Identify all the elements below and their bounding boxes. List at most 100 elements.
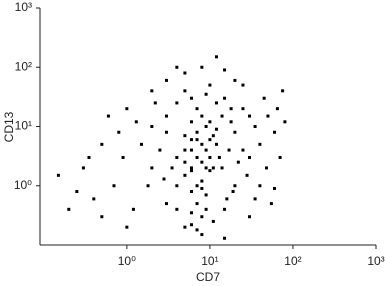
point bbox=[164, 202, 168, 206]
point bbox=[189, 169, 193, 173]
point bbox=[183, 173, 187, 177]
point bbox=[195, 107, 199, 111]
point bbox=[200, 65, 204, 69]
point bbox=[112, 184, 116, 188]
point bbox=[75, 189, 79, 193]
point bbox=[200, 215, 204, 219]
y-tick-label: 10¹ bbox=[15, 119, 32, 133]
point bbox=[195, 228, 199, 232]
point bbox=[253, 197, 257, 201]
point bbox=[258, 142, 262, 146]
point bbox=[208, 138, 212, 142]
point bbox=[248, 215, 252, 219]
point bbox=[266, 114, 270, 118]
point bbox=[134, 120, 138, 124]
point bbox=[264, 166, 268, 170]
point bbox=[229, 120, 233, 124]
point bbox=[175, 184, 179, 188]
point bbox=[164, 130, 168, 134]
point bbox=[175, 207, 179, 211]
point bbox=[183, 160, 187, 164]
point bbox=[195, 130, 199, 134]
point bbox=[245, 173, 249, 177]
point bbox=[223, 96, 227, 100]
point bbox=[214, 101, 218, 105]
point bbox=[183, 225, 187, 229]
point bbox=[283, 120, 287, 124]
point bbox=[278, 155, 282, 159]
y-tick-label: 10² bbox=[15, 59, 32, 73]
point bbox=[258, 184, 262, 188]
point bbox=[150, 125, 154, 128]
point bbox=[195, 138, 199, 142]
point bbox=[220, 166, 224, 170]
point bbox=[170, 166, 174, 170]
point bbox=[229, 107, 233, 111]
point bbox=[189, 166, 193, 170]
point bbox=[231, 189, 235, 193]
point bbox=[225, 197, 229, 201]
point bbox=[200, 160, 204, 164]
point bbox=[183, 89, 187, 93]
point bbox=[204, 166, 208, 170]
point bbox=[150, 166, 154, 170]
point bbox=[241, 148, 245, 152]
point bbox=[189, 96, 193, 100]
point bbox=[211, 134, 215, 138]
point bbox=[248, 155, 252, 159]
point bbox=[189, 138, 193, 142]
point bbox=[153, 101, 157, 105]
x-tick-label: 10³ bbox=[367, 254, 384, 268]
point bbox=[204, 193, 208, 197]
point bbox=[183, 134, 187, 138]
point bbox=[200, 233, 204, 237]
point bbox=[100, 215, 104, 219]
point bbox=[100, 142, 104, 146]
x-tick-label: 10¹ bbox=[201, 254, 218, 268]
point bbox=[204, 207, 208, 211]
point bbox=[208, 83, 212, 87]
y-tick-label: 10³ bbox=[15, 0, 32, 14]
point bbox=[217, 155, 221, 159]
point bbox=[214, 55, 218, 59]
point bbox=[117, 130, 121, 134]
point bbox=[121, 155, 125, 159]
point bbox=[223, 207, 227, 211]
point bbox=[200, 114, 204, 118]
point bbox=[233, 130, 237, 134]
point bbox=[56, 173, 60, 177]
point bbox=[150, 89, 154, 93]
point bbox=[248, 114, 252, 118]
point bbox=[200, 179, 204, 183]
point bbox=[195, 184, 199, 188]
point bbox=[162, 177, 166, 181]
point bbox=[269, 202, 273, 206]
point bbox=[81, 166, 85, 170]
point bbox=[189, 189, 193, 193]
point bbox=[223, 68, 227, 72]
point bbox=[204, 92, 208, 96]
point bbox=[208, 169, 212, 173]
point bbox=[158, 148, 162, 152]
point bbox=[275, 107, 279, 111]
point bbox=[211, 166, 215, 170]
point bbox=[208, 120, 212, 124]
point bbox=[195, 155, 199, 159]
point bbox=[139, 142, 143, 146]
point bbox=[253, 125, 257, 128]
point bbox=[189, 211, 193, 215]
point bbox=[236, 160, 240, 164]
point bbox=[204, 125, 208, 128]
point bbox=[175, 65, 179, 69]
point bbox=[195, 202, 199, 206]
y-tick-label: 10⁰ bbox=[14, 178, 32, 192]
point bbox=[189, 148, 193, 152]
point bbox=[241, 107, 245, 111]
point bbox=[183, 71, 187, 75]
point bbox=[189, 120, 193, 124]
x-tick-label: 10² bbox=[284, 254, 301, 268]
point bbox=[227, 148, 231, 152]
point bbox=[214, 142, 218, 146]
point bbox=[204, 148, 208, 152]
